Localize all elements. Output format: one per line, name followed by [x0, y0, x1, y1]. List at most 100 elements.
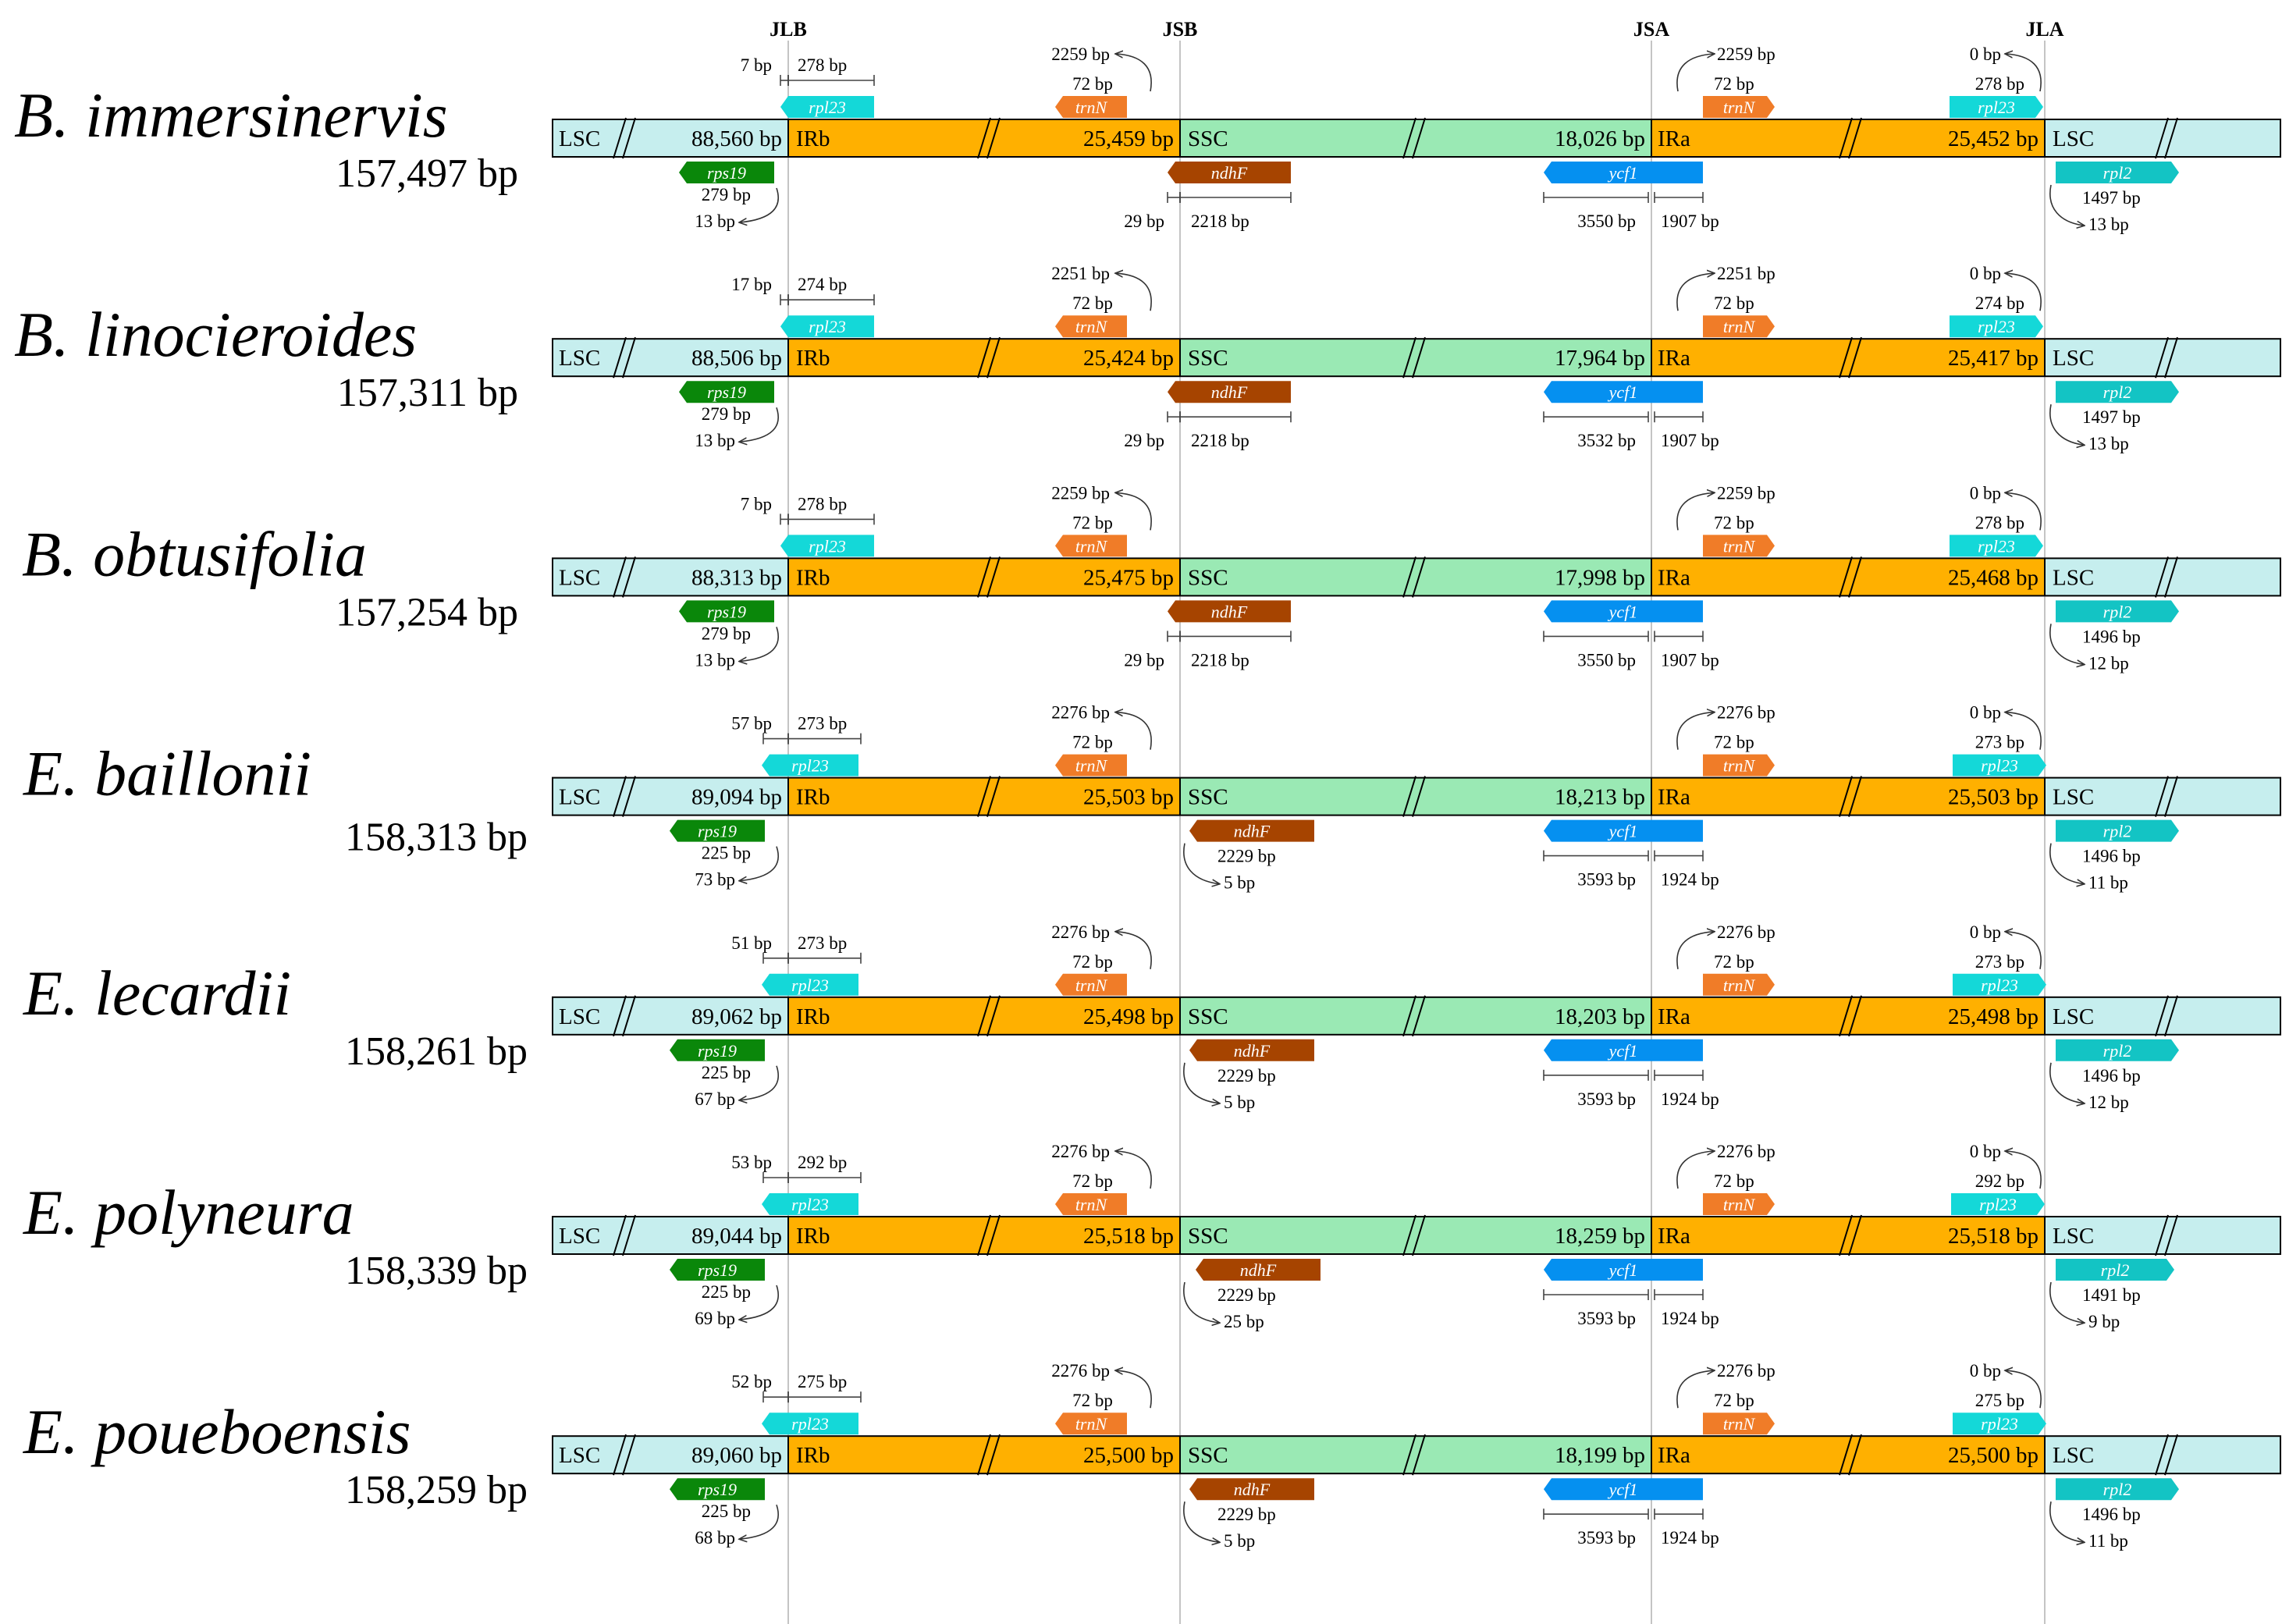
gene-rpl23-b: rpl23 [762, 1193, 858, 1215]
rpl2-dist: 9 bp [2088, 1312, 2120, 1331]
break-mark [1402, 776, 1426, 817]
trnN-a-dist: 2276 bp [1717, 922, 1775, 942]
gene-rpl2-label: rpl2 [2103, 163, 2132, 183]
region-label-irb: IRb [796, 565, 830, 590]
ira-length: 25,452 bp [1948, 126, 2039, 151]
region-label-lsc-right: LSC [2053, 565, 2094, 590]
region-label-ssc: SSC [1188, 1443, 1228, 1468]
gene-ndhF: ndhF [1168, 381, 1291, 403]
gene-rps19: rps19 [670, 1039, 765, 1061]
gene-ndhF: ndhF [1168, 600, 1291, 623]
gene-ycf1-label: ycf1 [1608, 1260, 1638, 1280]
rpl23-right-bracket [787, 952, 862, 964]
rpl2-arrow [2049, 624, 2084, 664]
lsc-length: 89,062 bp [691, 1004, 782, 1029]
gene-rpl23-b-label: rpl23 [791, 1195, 829, 1214]
region-label-lsc: LSC [559, 126, 600, 151]
ssc-length: 18,026 bp [1555, 126, 1645, 151]
gene-rps19-shape [679, 600, 774, 623]
rpl2-arrow [2049, 843, 2084, 884]
ndhF-arrow [1183, 1281, 1219, 1323]
gene-rps19-shape [679, 162, 774, 183]
region-ira [1651, 997, 2045, 1035]
gene-rps19-label: rps19 [698, 1480, 737, 1499]
gene-rpl23-a-shape [1953, 1413, 2046, 1435]
gene-ndhF-label: ndhF [1234, 1041, 1271, 1061]
irb-length: 25,500 bp [1083, 1443, 1174, 1468]
gene-rpl23-a-label: rpl23 [1981, 1414, 2018, 1434]
ndhF-length: 2218 bp [1191, 650, 1249, 670]
rpl23-a-arrow [2006, 932, 2042, 969]
region-label-lsc: LSC [559, 346, 600, 371]
ndhF-length: 2229 bp [1217, 1066, 1276, 1086]
break-mark [977, 1434, 1001, 1476]
ndhF-length: 2218 bp [1191, 211, 1249, 231]
ira-length: 25,468 bp [1948, 565, 2039, 590]
rpl23-a-length: 278 bp [1975, 513, 2024, 532]
gene-ndhF: ndhF [1189, 1478, 1314, 1501]
gene-ycf1-label: ycf1 [1608, 382, 1638, 402]
gene-trnN-a: trnN [1703, 535, 1775, 557]
region-label-lsc: LSC [559, 1224, 600, 1249]
gene-ndhF-label: ndhF [1240, 1260, 1277, 1280]
break-mark [977, 556, 1001, 598]
gene-trnN-a-shape [1703, 96, 1775, 118]
break-mark [1839, 995, 1862, 1037]
break-mark [613, 336, 636, 378]
break-mark [613, 556, 636, 598]
break-mark [613, 1214, 636, 1256]
ycf1-right-len: 1924 bp [1661, 870, 1719, 890]
region-ira [1651, 1436, 2045, 1474]
trnN-a-arrow [1676, 932, 1714, 969]
rpl2-length: 1496 bp [2082, 627, 2141, 646]
rpl23-a-arrow [2006, 273, 2042, 311]
region-bar: LSC 89,044 bp IRb 25,518 bp SSC 18,259 bp IRa 2… [552, 1214, 2281, 1256]
gene-trnN-b-label: trnN [1075, 317, 1108, 336]
region-label-lsc: LSC [559, 785, 600, 810]
gene-trnN-a: trnN [1703, 973, 1775, 996]
gene-rpl2-shape [2056, 381, 2179, 403]
gene-ndhF-label: ndhF [1211, 602, 1248, 621]
ycf1-left-bracket [1543, 192, 1649, 203]
rps19-arrow [740, 1504, 780, 1539]
ycf1-left-len: 3593 bp [1577, 1528, 1636, 1548]
lsc-length: 89,094 bp [691, 785, 782, 810]
break-mark [613, 995, 636, 1037]
species-genome-size: 157,254 bp [336, 590, 518, 634]
region-ira [1651, 558, 2045, 596]
ndhF-length: 2229 bp [1217, 1285, 1276, 1305]
ndhF-dist: 25 bp [1224, 1312, 1264, 1331]
gene-ndhF-label: ndhF [1234, 1480, 1271, 1499]
rpl23-a-length: 274 bp [1975, 293, 2024, 313]
rpl2-dist: 11 bp [2088, 1531, 2128, 1551]
break-mark [613, 776, 636, 817]
ycf1-left-len: 3550 bp [1577, 650, 1636, 670]
gene-ycf1: ycf1 [1544, 1478, 1703, 1501]
break-mark [1839, 556, 1862, 598]
ndhF-left-bracket [1167, 411, 1181, 423]
gene-ycf1-shape [1544, 162, 1703, 183]
region-bar: LSC 89,060 bp IRb 25,500 bp SSC 18,199 bp IRa 2… [552, 1434, 2281, 1476]
gene-ycf1: ycf1 [1544, 1039, 1703, 1061]
gene-ycf1: ycf1 [1544, 381, 1703, 403]
gene-rpl23-b: rpl23 [780, 315, 874, 338]
gene-rpl2-label: rpl2 [2103, 822, 2132, 841]
break-mark [1402, 556, 1426, 598]
junction-headers: JLB JSB JSA JLA [770, 18, 2064, 41]
gene-rpl23-a-label: rpl23 [1979, 1195, 2017, 1214]
gene-ycf1-shape [1544, 600, 1703, 623]
region-bar-outline [552, 1216, 2281, 1255]
break-mark [1402, 1434, 1426, 1476]
rps19-arrow [740, 187, 780, 222]
gene-rpl23-a-shape [1953, 754, 2046, 776]
gene-rpl23-a: rpl23 [1953, 1413, 2046, 1435]
irb-length: 25,475 bp [1083, 565, 1174, 590]
rps19-length: 225 bp [702, 1501, 751, 1521]
junction-label-jsb: JSB [1163, 18, 1198, 41]
rpl23-a-arrow [2006, 1370, 2042, 1409]
rps19-overlap: 13 bp [695, 431, 735, 450]
trnN-b-dist: 2276 bp [1051, 922, 1110, 942]
gene-ycf1-shape [1544, 819, 1703, 842]
